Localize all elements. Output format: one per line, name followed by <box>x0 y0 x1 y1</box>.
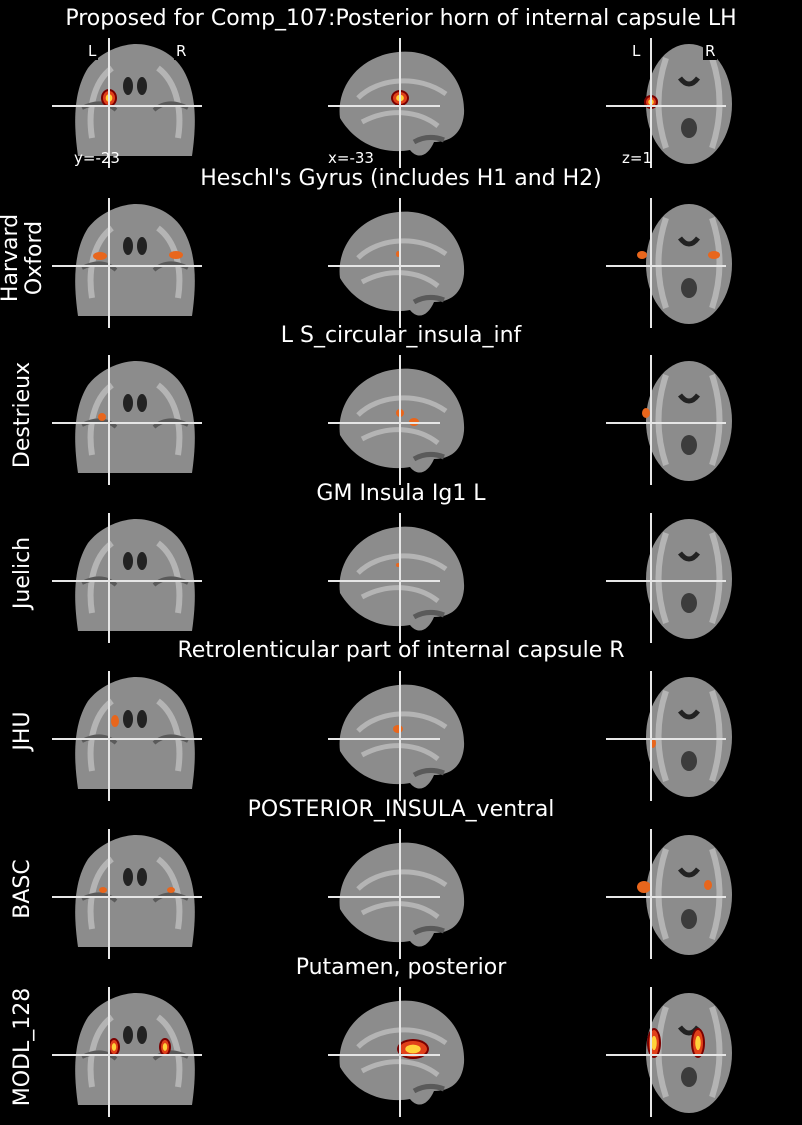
row-title: L S_circular_insula_inf <box>280 323 522 348</box>
atlas-label: Destrieux <box>10 361 35 469</box>
row-title: Proposed for Comp_107:Posterior horn of … <box>65 6 737 31</box>
sagittal-view <box>318 987 478 1117</box>
axial-view <box>606 38 766 168</box>
row-title: Putamen, posterior <box>295 955 507 980</box>
sagittal-view <box>318 513 478 643</box>
right-label: R <box>703 42 718 60</box>
brain-slice-image <box>606 513 732 643</box>
coronal-view <box>52 829 212 959</box>
sagittal-view <box>318 829 478 959</box>
brain-slice-image <box>52 38 202 168</box>
coronal-view <box>52 355 212 485</box>
coronal-view <box>52 38 212 168</box>
axial-view <box>606 987 766 1117</box>
brain-slice-image <box>328 987 465 1117</box>
brain-slice-image <box>606 198 732 328</box>
axial-view <box>606 829 766 959</box>
atlas-label: Harvard Oxford <box>0 213 47 303</box>
atlas-label: Juelich <box>10 536 35 610</box>
sagittal-view <box>318 198 478 328</box>
brain-slice-image <box>606 38 732 168</box>
coronal-view <box>52 987 212 1117</box>
brain-slice-image <box>328 38 465 168</box>
axial-view <box>606 198 766 328</box>
brain-slice-image <box>52 671 202 801</box>
brain-slice-image <box>52 829 202 959</box>
brain-slice-image <box>52 355 202 485</box>
left-label: L <box>630 42 643 60</box>
brain-slice-image <box>328 198 465 328</box>
sagittal-view <box>318 355 478 485</box>
brain-slice-image <box>328 671 465 801</box>
sagittal-coordinate: x=-33 <box>328 149 374 167</box>
left-label: L <box>86 42 99 60</box>
brain-slice-image <box>52 513 202 643</box>
sagittal-view <box>318 38 478 168</box>
coronal-view <box>52 513 212 643</box>
coronal-view <box>52 671 212 801</box>
row-title: Retrolenticular part of internal capsule… <box>177 638 625 663</box>
row-title: Heschl's Gyrus (includes H1 and H2) <box>200 166 602 191</box>
coronal-coordinate: y=-23 <box>74 149 120 167</box>
axial-view <box>606 513 766 643</box>
brain-slice-image <box>328 355 465 485</box>
brain-slice-image <box>606 355 732 485</box>
atlas-label: BASC <box>10 859 35 919</box>
brain-slice-image <box>52 198 202 328</box>
coronal-view <box>52 198 212 328</box>
axial-view <box>606 355 766 485</box>
atlas-label: JHU <box>10 711 35 751</box>
sagittal-view <box>318 671 478 801</box>
brain-slice-image <box>52 987 202 1117</box>
brain-slice-image <box>606 987 732 1117</box>
brain-slice-image <box>328 829 465 959</box>
axial-view <box>606 671 766 801</box>
row-title: GM Insula Ig1 L <box>316 481 486 506</box>
atlas-label: MODL_128 <box>10 987 35 1107</box>
brain-slice-image <box>328 513 465 643</box>
brain-slice-image <box>606 829 732 959</box>
axial-coordinate: z=1 <box>622 149 652 167</box>
right-label: R <box>174 42 189 60</box>
row-title: POSTERIOR_INSULA_ventral <box>247 797 555 822</box>
brain-slice-image <box>606 671 732 801</box>
